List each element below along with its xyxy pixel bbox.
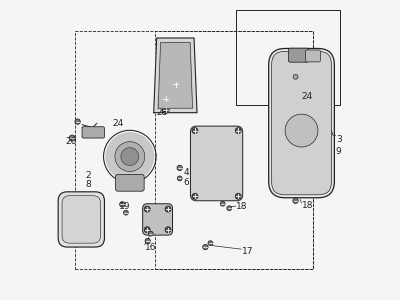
FancyBboxPatch shape [58,192,104,247]
Text: 24: 24 [112,118,123,127]
Text: 17: 17 [242,247,253,256]
Circle shape [293,74,298,79]
FancyBboxPatch shape [306,50,320,62]
Circle shape [192,128,198,134]
Circle shape [121,148,139,166]
Text: 28: 28 [157,108,168,117]
Circle shape [172,81,179,88]
Circle shape [120,202,125,207]
Circle shape [177,176,182,181]
Text: 3: 3 [336,135,342,144]
Circle shape [220,201,225,206]
Circle shape [144,206,150,212]
Text: 18: 18 [236,202,247,211]
Text: 9: 9 [336,147,342,156]
Circle shape [192,193,198,199]
Circle shape [148,231,153,236]
Text: 8: 8 [85,180,91,189]
Polygon shape [158,43,192,108]
FancyBboxPatch shape [269,49,334,198]
Text: 19: 19 [119,202,131,211]
Circle shape [144,227,150,233]
Circle shape [235,128,241,134]
FancyBboxPatch shape [82,127,104,138]
Text: 4: 4 [184,168,189,177]
Circle shape [177,165,182,171]
Text: 16: 16 [145,242,156,251]
Circle shape [165,206,171,212]
Circle shape [312,53,316,58]
Circle shape [162,106,169,113]
Circle shape [165,227,171,233]
Text: 2: 2 [85,171,91,180]
FancyBboxPatch shape [190,126,243,201]
Text: 20: 20 [65,136,76,146]
Circle shape [235,193,241,199]
Text: 24: 24 [302,92,313,101]
FancyBboxPatch shape [288,48,308,62]
Text: 6: 6 [184,178,189,187]
Circle shape [208,241,213,246]
Polygon shape [154,38,197,113]
Circle shape [308,53,312,58]
Circle shape [145,238,150,244]
FancyBboxPatch shape [272,52,331,195]
Text: 27: 27 [170,86,182,95]
Circle shape [105,132,154,181]
FancyBboxPatch shape [116,175,144,191]
Circle shape [69,135,75,141]
Circle shape [162,95,169,102]
Circle shape [293,198,298,203]
Circle shape [285,114,318,147]
Circle shape [124,210,128,215]
FancyBboxPatch shape [62,196,100,243]
Text: 18: 18 [302,201,313,210]
Text: 28: 28 [157,98,168,107]
FancyBboxPatch shape [143,204,172,235]
Circle shape [203,244,208,250]
Circle shape [227,206,232,211]
Circle shape [115,142,145,172]
Circle shape [75,119,80,124]
